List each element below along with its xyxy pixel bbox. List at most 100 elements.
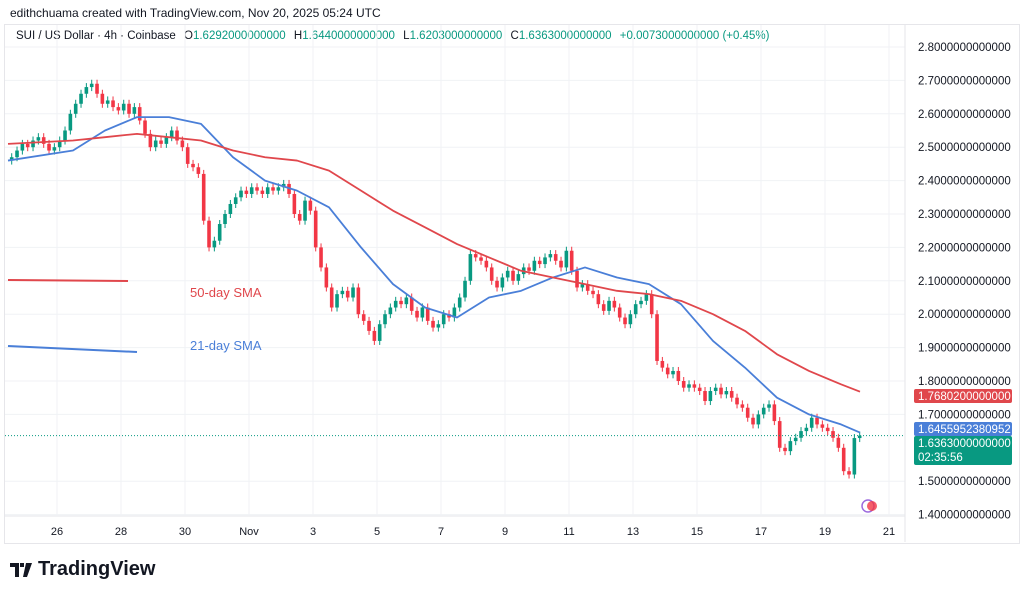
candle — [175, 126, 179, 145]
candle — [751, 413, 755, 429]
candle — [292, 189, 297, 219]
candle — [260, 186, 265, 198]
candle-body — [153, 140, 158, 148]
candle — [825, 423, 830, 436]
x-tick-label: 5 — [374, 526, 380, 538]
candle — [313, 206, 318, 252]
candle-body — [105, 100, 110, 104]
candle — [633, 300, 638, 319]
candle — [569, 246, 574, 275]
candle-body — [601, 304, 606, 311]
candle — [95, 79, 99, 98]
candle — [847, 467, 851, 479]
candle-body — [788, 441, 793, 452]
candle — [713, 383, 718, 396]
candle-body — [457, 297, 462, 308]
candle-body — [692, 384, 697, 388]
candle — [687, 380, 691, 392]
tradingview-logo: TradingView — [10, 558, 155, 581]
sma50-annotation: 50-day SMA — [190, 285, 262, 300]
candle — [852, 434, 857, 479]
candle — [308, 196, 313, 215]
candle — [500, 273, 505, 292]
candle-body — [265, 187, 270, 194]
candle-body — [532, 260, 537, 271]
candle — [425, 303, 430, 325]
candle — [73, 99, 78, 118]
candle-body — [569, 250, 574, 271]
candle-body — [468, 254, 473, 281]
candle — [100, 89, 105, 108]
candle-body — [820, 424, 825, 428]
candle-body — [276, 187, 281, 191]
candle-body — [239, 190, 243, 198]
candle — [777, 417, 782, 452]
candle-body — [180, 140, 185, 148]
candle-body — [804, 427, 809, 432]
candle-body — [735, 397, 739, 405]
economic-event-icon — [867, 501, 877, 511]
candle-body — [377, 324, 382, 341]
candle — [196, 163, 201, 178]
candle — [740, 400, 745, 412]
candle — [489, 263, 494, 285]
x-tick-label: 17 — [755, 526, 767, 538]
candle — [41, 133, 46, 148]
candle-body — [223, 214, 227, 225]
candle-body — [612, 300, 617, 308]
candle-body — [489, 267, 494, 281]
candle — [201, 169, 206, 225]
candle — [185, 143, 190, 168]
candle — [809, 413, 814, 432]
candle — [607, 296, 611, 315]
candle — [580, 280, 585, 292]
candle-body — [68, 113, 73, 131]
candle-body — [399, 300, 403, 305]
candle — [121, 99, 126, 115]
symbol-label[interactable]: SUI / US Dollar · 4h · Coinbase — [16, 30, 176, 42]
candle-body — [201, 173, 206, 221]
x-tick-label: 15 — [691, 526, 703, 538]
chart-credit: edithchuama created with TradingView.com… — [10, 6, 381, 20]
candle-body — [404, 297, 409, 305]
candle — [628, 310, 633, 329]
candle — [857, 431, 862, 443]
candle-body — [553, 254, 558, 261]
candle-body — [484, 260, 489, 268]
candle-body — [356, 287, 361, 315]
x-tick-label: 7 — [438, 526, 444, 538]
candle — [756, 410, 761, 429]
sma21-price-label-box — [914, 422, 1012, 436]
candle-body — [164, 137, 169, 144]
candle-body — [660, 360, 665, 368]
candle-body — [420, 307, 425, 318]
candle — [585, 280, 590, 295]
candle — [537, 256, 542, 269]
candle-body — [393, 300, 398, 308]
candle-body — [233, 197, 238, 204]
candle-body — [473, 254, 478, 258]
y-tick-label: 2.7000000000000 — [918, 75, 1011, 87]
candle-body — [511, 270, 515, 281]
ohlc-legend: SUI / US Dollar · 4h · Coinbase O1.62920… — [16, 30, 774, 42]
candle — [692, 380, 697, 392]
candle — [463, 276, 467, 302]
change-value: +0.0073000000000 (+0.45%) — [619, 30, 770, 42]
candle — [484, 256, 489, 272]
candle-body — [745, 407, 750, 418]
candle-body — [617, 307, 622, 318]
candle-body — [84, 87, 89, 94]
candle-body — [479, 257, 483, 261]
tradingview-logo-icon — [10, 562, 32, 577]
y-tick-label: 1.4000000000000 — [918, 510, 1011, 522]
last-price-label: 1.6363000000000 — [918, 438, 1011, 450]
candle — [793, 433, 798, 446]
candle-body — [777, 421, 782, 448]
candle-body — [36, 137, 41, 141]
candle — [676, 366, 681, 386]
candle-body — [15, 150, 19, 158]
candle-body — [852, 438, 857, 475]
candle-body — [335, 294, 339, 308]
candle-body — [559, 260, 563, 268]
